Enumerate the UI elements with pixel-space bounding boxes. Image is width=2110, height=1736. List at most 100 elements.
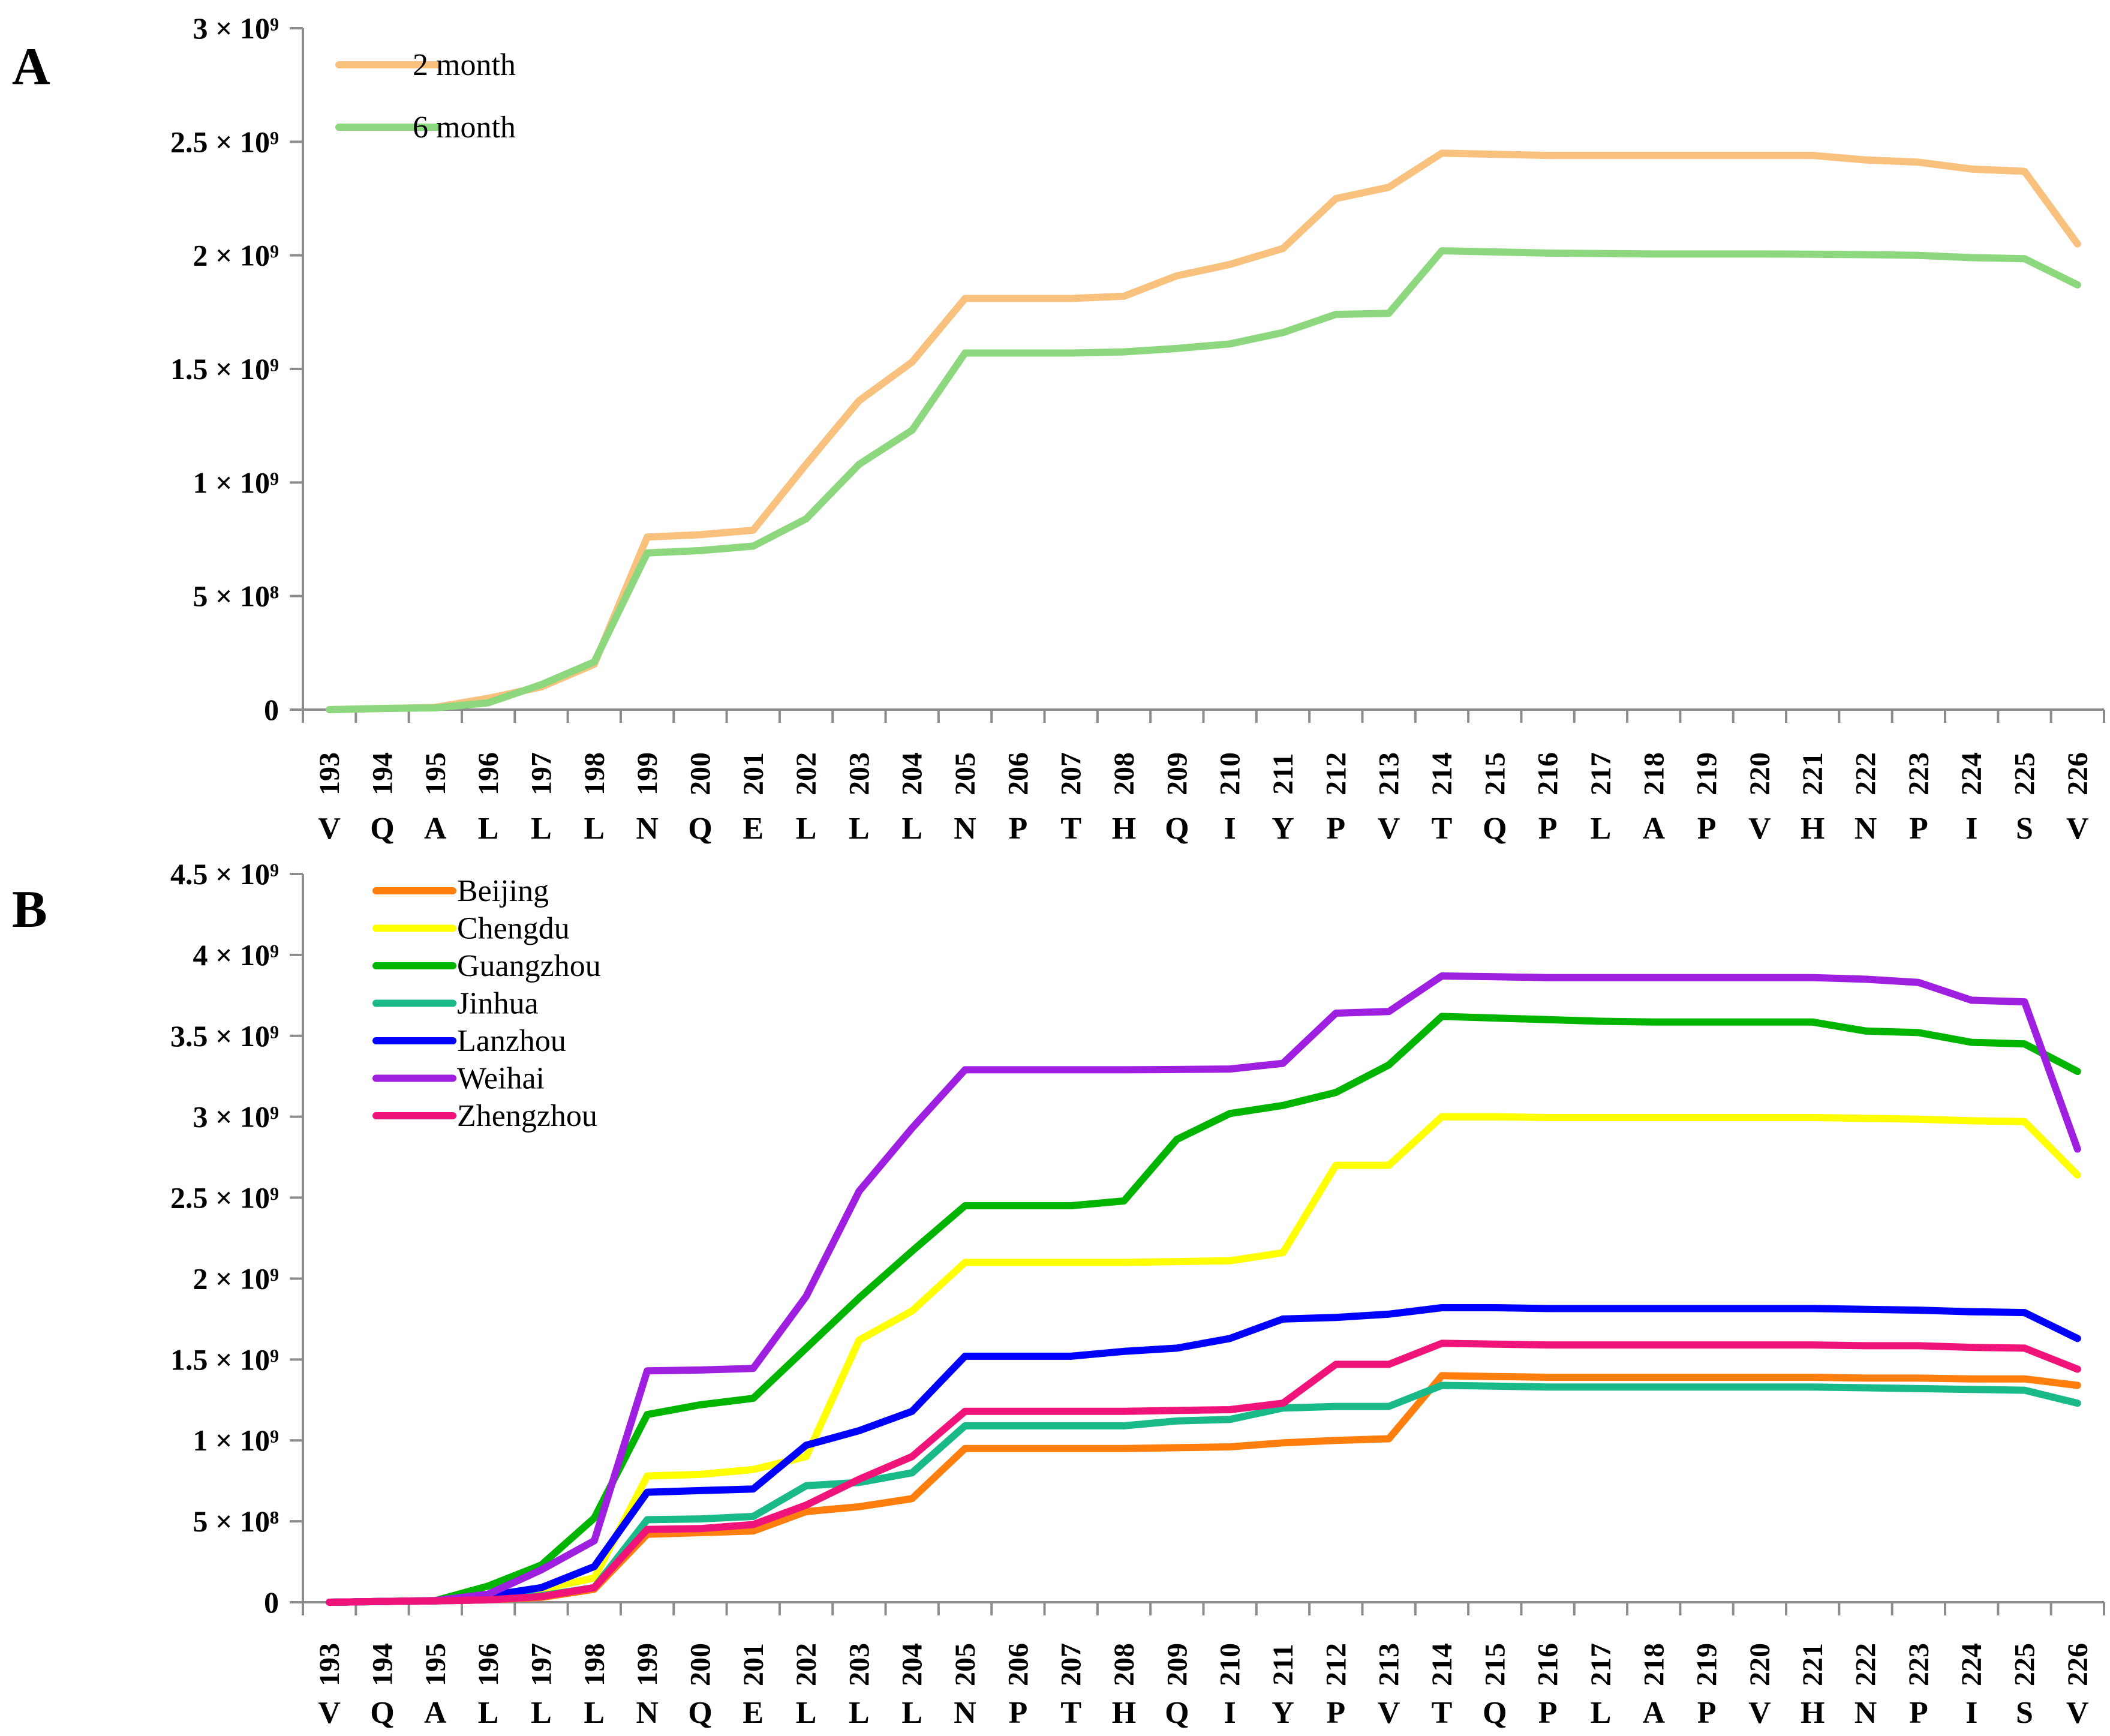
residue-label: L — [478, 812, 499, 846]
x-tick-label: 217 — [1585, 1643, 1617, 1686]
residue-label: Q — [1483, 1696, 1507, 1730]
residue-label: I — [1224, 1696, 1236, 1730]
residue-label: H — [1112, 1696, 1136, 1730]
x-tick-label: 212 — [1320, 1643, 1352, 1686]
residue-label: L — [901, 812, 922, 846]
y-tick-label: 3.5 × 10⁹ — [170, 1019, 279, 1053]
residue-label: Q — [1165, 1696, 1189, 1730]
residue-label: V — [1378, 812, 1400, 846]
residue-label: Y — [1272, 812, 1294, 846]
x-tick-label: 212 — [1320, 752, 1352, 795]
x-tick-label: 213 — [1373, 1643, 1405, 1686]
residue-label: P — [1697, 1696, 1717, 1730]
residue-label: P — [1326, 1696, 1345, 1730]
x-tick-label: 199 — [632, 1643, 663, 1686]
residue-label: T — [1060, 812, 1081, 846]
residue-label: L — [531, 812, 552, 846]
residue-label: P — [1697, 812, 1717, 846]
y-tick-label: 1 × 10⁹ — [193, 465, 279, 499]
residue-label: L — [901, 1696, 922, 1730]
residue-label: L — [1591, 1696, 1612, 1730]
y-tick-label: 0 — [264, 693, 279, 726]
x-tick-label: 226 — [2062, 752, 2094, 795]
residue-label: V — [318, 812, 341, 846]
residue-label: V — [1748, 812, 1771, 846]
y-tick-label: 2 × 10⁹ — [193, 239, 279, 272]
y-tick-label: 5 × 10⁸ — [193, 579, 279, 613]
x-tick-label: 203 — [843, 752, 875, 795]
residue-label: Q — [1483, 812, 1507, 846]
series-line-zhengzhou — [326, 1339, 2081, 1606]
panel-label: A — [12, 38, 50, 96]
x-tick-label: 208 — [1108, 1643, 1140, 1686]
x-tick-label: 198 — [579, 752, 611, 795]
x-tick-label: 204 — [897, 1643, 928, 1686]
residue-label: N — [954, 1696, 976, 1730]
residue-label: Q — [688, 812, 712, 846]
y-tick-label: 1 × 10⁹ — [193, 1423, 279, 1457]
x-tick-label: 223 — [1903, 752, 1935, 795]
y-tick-label: 0 — [264, 1585, 279, 1619]
x-tick-label: 222 — [1850, 752, 1882, 795]
residue-label: E — [743, 812, 764, 846]
legend-label: Jinhua — [457, 987, 539, 1021]
x-tick-label: 193 — [314, 752, 345, 795]
x-tick-label: 194 — [366, 752, 398, 795]
residue-label: L — [796, 1696, 817, 1730]
x-tick-label: 215 — [1479, 1643, 1511, 1686]
residue-label: L — [1591, 812, 1612, 846]
x-tick-label: 216 — [1532, 752, 1564, 795]
residue-label: Q — [688, 1696, 712, 1730]
x-tick-label: 201 — [738, 1643, 770, 1686]
x-tick-label: 210 — [1215, 1643, 1246, 1686]
x-tick-label: 203 — [843, 1643, 875, 1686]
x-tick-label: 209 — [1161, 752, 1193, 795]
residue-label: A — [424, 812, 447, 846]
x-tick-label: 209 — [1161, 1643, 1193, 1686]
y-tick-label: 2 × 10⁹ — [193, 1262, 279, 1295]
y-tick-label: 4.5 × 10⁹ — [170, 857, 279, 891]
residue-label: Y — [1272, 1696, 1294, 1730]
y-tick-label: 2.5 × 10⁹ — [170, 1181, 279, 1215]
x-tick-label: 202 — [791, 752, 822, 795]
x-tick-label: 220 — [1744, 1643, 1776, 1686]
y-tick-label: 4 × 10⁹ — [193, 938, 279, 972]
x-tick-label: 224 — [1956, 1643, 1988, 1686]
x-tick-label: 193 — [314, 1643, 345, 1686]
x-tick-label: 208 — [1108, 752, 1140, 795]
residue-label: V — [318, 1696, 341, 1730]
x-tick-label: 223 — [1903, 1643, 1935, 1686]
y-tick-label: 3 × 10⁹ — [193, 11, 279, 45]
residue-label: Q — [370, 1696, 394, 1730]
x-tick-label: 194 — [366, 1643, 398, 1686]
residue-label: I — [1965, 1696, 1977, 1730]
residue-label: N — [954, 812, 976, 846]
x-tick-label: 205 — [949, 752, 981, 795]
legend-label: Beijing — [457, 874, 549, 908]
x-tick-label: 205 — [949, 1643, 981, 1686]
residue-label: P — [1008, 812, 1027, 846]
residue-label: A — [1642, 1696, 1665, 1730]
x-tick-label: 218 — [1638, 752, 1670, 795]
x-tick-label: 200 — [684, 752, 716, 795]
residue-label: N — [1854, 812, 1877, 846]
series-line-6-month — [326, 247, 2081, 713]
x-tick-label: 206 — [1002, 752, 1034, 795]
x-tick-label: 225 — [2009, 1643, 2041, 1686]
x-tick-label: 206 — [1002, 1643, 1034, 1686]
x-tick-label: 196 — [473, 752, 504, 795]
residue-label: L — [531, 1696, 552, 1730]
x-tick-label: 225 — [2009, 752, 2041, 795]
panel-a: A 0 5 × 10⁸ 1 × 10⁹ 1.5 × 10⁹ 2 × 10⁹ 2.5 × 10… — [12, 11, 2105, 846]
residue-label: P — [1538, 1696, 1558, 1730]
x-tick-label: 219 — [1691, 1643, 1723, 1686]
x-tick-label: 213 — [1373, 752, 1405, 795]
residue-label: N — [1854, 1696, 1877, 1730]
residue-label: P — [1008, 1696, 1027, 1730]
x-tick-label: 207 — [1056, 1643, 1087, 1686]
legend-label: 2 month — [413, 48, 516, 82]
residue-label: N — [636, 1696, 659, 1730]
